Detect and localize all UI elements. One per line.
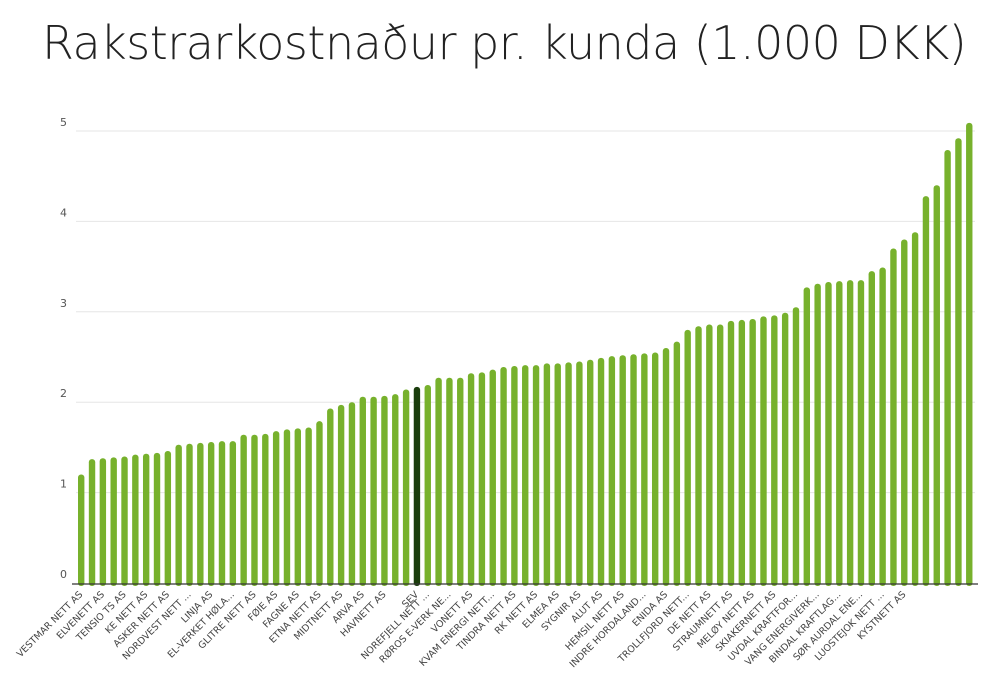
y-tick-label: 2 [60,387,67,400]
bar [554,363,561,586]
bar [760,316,767,586]
bar [706,324,713,586]
bar [240,434,247,586]
y-tick-label: 4 [60,206,67,219]
bar [587,359,594,586]
bar [251,434,258,586]
bar [836,281,843,586]
bar [608,356,616,586]
bar [218,441,226,586]
y-tick-label: 1 [60,478,67,491]
bar [966,122,973,586]
bar [619,355,626,586]
bar [381,395,388,586]
bar [110,457,117,586]
bar [370,396,377,586]
bar [348,402,356,586]
bar [305,427,312,586]
chart-title: Rakstrarkostnaður pr. kunda (1.000 DKK) [42,16,967,70]
bar [392,394,399,586]
bars [78,122,973,587]
bar [446,377,453,586]
bar [825,281,832,586]
bar [283,429,291,586]
y-tick-label: 0 [60,568,67,581]
bar [630,354,637,586]
bar [695,326,702,586]
bar [565,362,572,586]
bar [673,341,681,586]
bar [716,324,724,586]
bar [229,441,237,586]
bar [543,363,551,586]
bar [164,451,172,586]
bar [359,396,366,586]
bar [576,361,583,586]
bar [781,312,789,586]
bar [684,329,691,586]
bar [424,385,431,586]
bar [879,267,886,586]
bar [771,315,778,586]
bar [792,307,800,586]
bar [868,271,875,586]
bar [88,459,96,586]
bar [749,319,756,586]
bar [262,433,269,586]
bar [402,389,410,586]
bar [955,138,962,586]
bar [522,365,529,586]
bar [532,365,540,586]
bar [922,196,930,586]
y-axis-ticks: 0 1 2 3 4 5 [60,116,67,581]
bar [153,452,161,586]
bar [511,366,518,586]
bar [944,149,951,586]
bar [500,366,507,586]
bar [933,185,940,587]
y-tick-label: 3 [60,297,67,310]
bar [186,443,193,586]
bar [142,453,150,586]
bar [803,287,811,586]
bar [597,357,605,586]
bar [901,239,908,587]
y-tick-label: 5 [60,116,67,129]
bar [207,441,215,586]
bar [197,442,204,586]
bar [457,377,464,586]
bar [132,454,139,586]
bar [175,444,182,586]
bar [814,283,821,586]
bar [911,232,919,587]
bar [857,280,865,586]
bar [478,372,486,586]
bar [294,428,301,586]
bar [316,421,323,586]
bar [738,319,746,586]
bar [890,248,897,586]
bar [651,352,659,586]
bar [489,369,496,586]
bar [327,408,334,586]
bar [662,347,670,586]
bar [272,431,280,586]
bar [467,373,475,586]
bar [78,474,85,586]
bar [121,456,128,586]
bar [337,404,345,586]
bar [641,353,648,586]
bar [99,458,107,586]
bar-highlight [413,386,421,586]
bar [435,377,442,586]
bar [727,320,735,586]
bar [846,280,854,586]
